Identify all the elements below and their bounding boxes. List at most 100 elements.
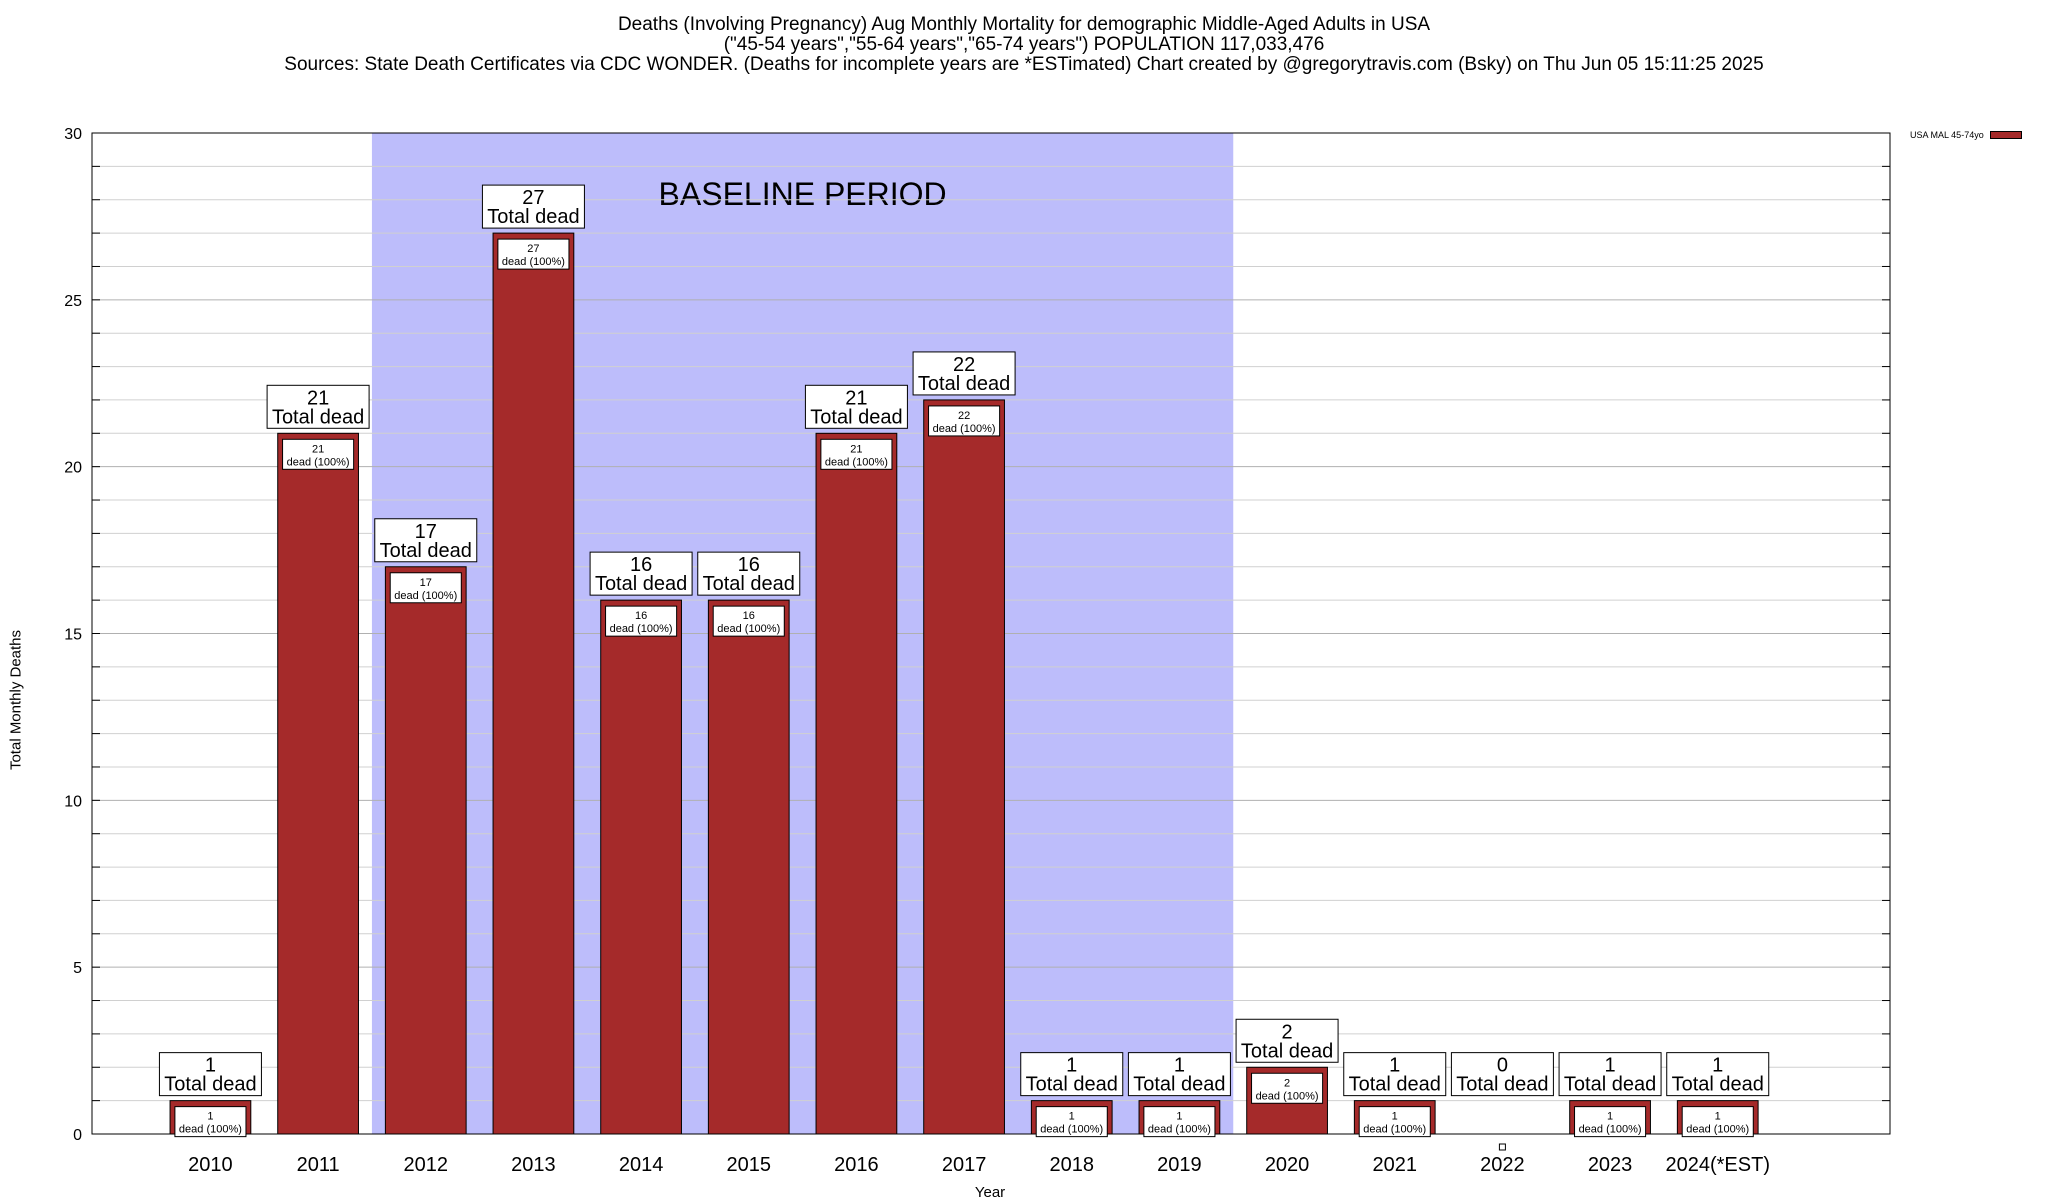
bar-inner-value: 21 xyxy=(850,443,862,455)
bar-inner-value: 1 xyxy=(1176,1111,1182,1123)
bar-inner-percent: dead (100%) xyxy=(1256,1090,1319,1102)
total-label-value: 21 xyxy=(845,387,867,409)
x-tick-label: 2023 xyxy=(1588,1154,1633,1176)
bar-inner-value: 1 xyxy=(1392,1111,1398,1123)
total-label-value: 16 xyxy=(630,554,652,576)
chart-subtitle: ("45-54 years","55-64 years","65-74 year… xyxy=(723,34,1325,55)
legend: USA MAL 45-74yo xyxy=(1910,130,2022,140)
y-tick-label: 30 xyxy=(64,126,82,143)
y-tick-label: 5 xyxy=(73,960,82,977)
total-label-text: Total dead xyxy=(703,573,795,595)
bar-inner-value: 21 xyxy=(312,443,324,455)
x-tick-label: 2016 xyxy=(834,1154,879,1176)
total-label-text: Total dead xyxy=(1349,1074,1441,1096)
total-label-value: 1 xyxy=(1605,1055,1616,1077)
total-label-text: Total dead xyxy=(1564,1074,1656,1096)
total-label-value: 22 xyxy=(953,354,975,376)
bar-inner-percent: dead (100%) xyxy=(825,456,888,468)
y-tick-label: 10 xyxy=(64,793,82,810)
total-label-text: Total dead xyxy=(1133,1074,1225,1096)
bar-inner-percent: dead (100%) xyxy=(933,423,996,435)
total-label-box xyxy=(697,551,801,596)
total-label-text: Total dead xyxy=(1241,1040,1333,1062)
bar-inner-value: 27 xyxy=(527,243,539,255)
bar-inner-label-box xyxy=(174,1106,247,1138)
x-tick-label: 2024(*EST) xyxy=(1665,1154,1770,1176)
total-label-text: Total dead xyxy=(164,1074,256,1096)
x-tick-label: 2021 xyxy=(1372,1154,1417,1176)
total-label-text: Total dead xyxy=(1026,1074,1118,1096)
total-label-value: 0 xyxy=(1497,1055,1508,1077)
bar-inner-label-box xyxy=(389,572,462,604)
bar-inner-percent: dead (100%) xyxy=(1040,1124,1103,1136)
total-label-text: Total dead xyxy=(595,573,687,595)
total-label-value: 1 xyxy=(1174,1055,1185,1077)
total-label-box xyxy=(912,351,1016,396)
bar-inner-label-box xyxy=(928,405,1001,437)
bar xyxy=(923,399,1005,1135)
total-label-box xyxy=(1020,1052,1124,1097)
total-label-value: 21 xyxy=(307,387,329,409)
bar-inner-value: 1 xyxy=(1069,1111,1075,1123)
total-label-value: 1 xyxy=(205,1055,216,1077)
bar-inner-percent: dead (100%) xyxy=(1148,1124,1211,1136)
bar-inner-value: 2 xyxy=(1284,1077,1290,1089)
bar-inner-value: 1 xyxy=(207,1111,213,1123)
x-tick-label: 2010 xyxy=(188,1154,233,1176)
legend-entry-label: USA MAL 45-74yo xyxy=(1910,130,1984,140)
bar-inner-label-box xyxy=(1681,1106,1754,1138)
total-label-value: 16 xyxy=(738,554,760,576)
bar-inner-value: 22 xyxy=(958,410,970,422)
total-label-box xyxy=(158,1052,262,1097)
total-label-value: 1 xyxy=(1712,1055,1723,1077)
total-label-box xyxy=(589,551,693,596)
total-label-text: Total dead xyxy=(918,373,1010,395)
total-label-value: 1 xyxy=(1066,1055,1077,1077)
total-label-box xyxy=(1235,1018,1339,1063)
bar-inner-percent: dead (100%) xyxy=(610,623,673,635)
bar-inner-label-box xyxy=(605,605,678,637)
legend-swatch xyxy=(1989,131,2022,139)
bar-inner-percent: dead (100%) xyxy=(502,256,565,268)
bar-inner-value: 17 xyxy=(420,577,432,589)
total-label-box xyxy=(481,184,585,229)
bar xyxy=(707,599,790,1135)
bar-inner-value: 16 xyxy=(743,610,755,622)
x-tick-label: 2014 xyxy=(619,1154,664,1176)
y-tick-label: 25 xyxy=(64,293,82,310)
bar-inner-percent: dead (100%) xyxy=(394,590,457,602)
bar xyxy=(384,566,467,1135)
total-label-box xyxy=(1127,1052,1231,1097)
bar-inner-percent: dead (100%) xyxy=(287,456,350,468)
bar-inner-label-box xyxy=(1574,1106,1647,1138)
total-label-box xyxy=(266,384,370,429)
y-tick-label: 20 xyxy=(64,460,82,477)
bar-inner-percent: dead (100%) xyxy=(1579,1124,1642,1136)
total-label-text: Total dead xyxy=(810,406,902,428)
bar-inner-label-box xyxy=(820,438,893,470)
bar-inner-percent: dead (100%) xyxy=(717,623,780,635)
x-tick-label: 2020 xyxy=(1265,1154,1310,1176)
total-label-value: 1 xyxy=(1389,1055,1400,1077)
total-label-text: Total dead xyxy=(380,540,472,562)
x-tick-label: 2015 xyxy=(727,1154,772,1176)
x-tick-label: 2022 xyxy=(1480,1154,1525,1176)
x-tick-label: 2019 xyxy=(1157,1154,1202,1176)
total-label-box xyxy=(1666,1052,1770,1097)
bar xyxy=(815,432,898,1135)
total-label-text: Total dead xyxy=(1456,1074,1548,1096)
x-axis-label: Year xyxy=(974,1184,1006,1201)
total-label-box xyxy=(374,518,478,563)
x-tick-label: 2018 xyxy=(1049,1154,1094,1176)
total-label-box xyxy=(1343,1052,1447,1097)
total-label-text: Total dead xyxy=(1672,1074,1764,1096)
x-tick-label: 2013 xyxy=(511,1154,556,1176)
bar-inner-value: 1 xyxy=(1715,1111,1721,1123)
bar-inner-label-box xyxy=(1358,1106,1431,1138)
bar-inner-label-box xyxy=(282,438,355,470)
total-label-value: 17 xyxy=(415,521,437,543)
bar-inner-label-box xyxy=(1143,1106,1216,1138)
chart-title: Deaths (Involving Pregnancy) Aug Monthly… xyxy=(617,14,1431,35)
bar-inner-value: 1 xyxy=(1607,1111,1613,1123)
bar-inner-percent: dead (100%) xyxy=(1363,1124,1426,1136)
